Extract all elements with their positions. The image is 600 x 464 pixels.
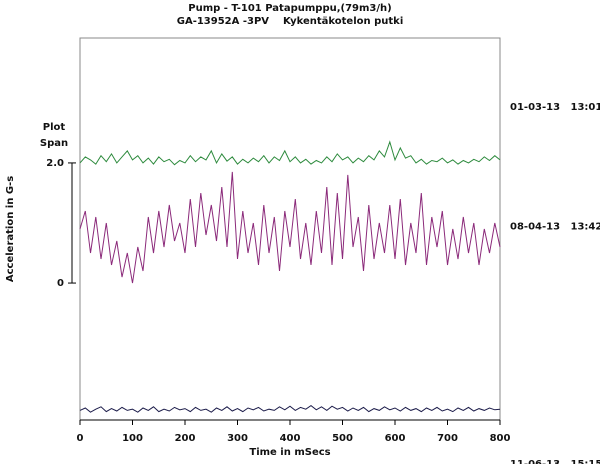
chart-title: Pump - T-101 Patapumppu,(79m3/h) xyxy=(188,3,391,14)
legend-label: 11-06-13 15:15 xyxy=(510,459,600,464)
x-tick-label: 100 xyxy=(122,433,143,444)
waveform xyxy=(79,171,501,284)
x-tick-label: 400 xyxy=(280,433,301,444)
span-label: Plot xyxy=(43,122,66,133)
x-axis-label: Time in mSecs xyxy=(249,447,330,458)
x-tick-label: 800 xyxy=(490,433,511,444)
waveform xyxy=(79,404,501,413)
plot-frame xyxy=(79,37,501,421)
y-tick-label: 2.0 xyxy=(46,158,64,169)
x-tick-label: 300 xyxy=(227,433,248,444)
chart-subtitle: GA-13952A -3PV Kykentäkotelon putki xyxy=(177,16,404,27)
x-tick-label: 200 xyxy=(175,433,196,444)
legend-label: 01-03-13 13:01 xyxy=(510,102,600,113)
x-tick-label: 0 xyxy=(77,433,84,444)
span-label: Span xyxy=(40,138,68,149)
x-tick-label: 600 xyxy=(385,433,406,444)
x-tick-label: 700 xyxy=(437,433,458,444)
x-tick-label: 500 xyxy=(332,433,353,444)
legend-label: 08-04-13 13:42 xyxy=(510,221,600,232)
y-tick-label: 0 xyxy=(57,278,64,289)
y-axis-label: Acceleration in G-s xyxy=(5,176,16,282)
waveform xyxy=(79,140,501,166)
